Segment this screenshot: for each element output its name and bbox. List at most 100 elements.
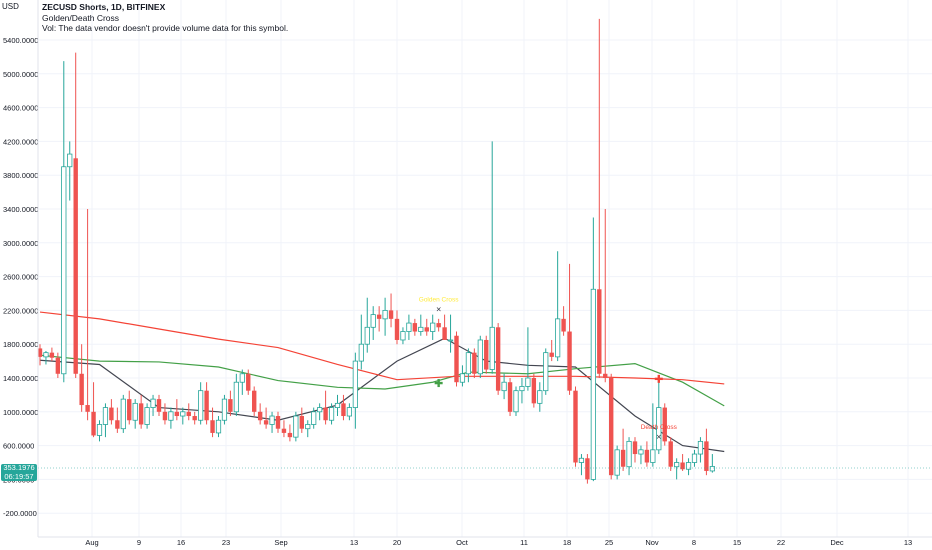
candle [174,399,180,421]
candle [567,263,572,395]
candle-body [685,462,692,470]
candle [537,382,543,412]
candle [603,209,608,383]
candle-body [609,378,614,476]
candle-body [61,166,67,375]
golden-cross-label: Golden Cross [419,297,459,304]
death-cross-label: Death Cross [641,424,678,431]
y-tick-label: 5400.0000 [3,36,38,45]
x-tick-label: Aug [85,538,98,547]
candle [150,394,156,417]
x-tick-label: Dec [830,538,844,547]
candle [585,454,590,484]
candle-body [472,352,477,374]
candle [85,209,90,421]
candle [115,407,120,433]
candle [394,310,400,345]
y-tick-label: 4200.0000 [3,137,38,146]
candle [221,394,228,425]
candle [341,394,346,421]
candle [168,407,174,429]
x-tick-label: 23 [222,538,230,547]
candle [424,318,429,336]
candle-body [67,153,73,168]
candle [299,407,304,433]
bar-countdown: 06:19:57 [4,471,34,481]
y-tick-label: 4600.0000 [3,104,38,113]
candle-body [603,373,608,378]
candle-body [656,407,662,451]
candle-body [525,377,531,387]
candle-body [317,407,323,413]
candle-body [519,386,525,392]
x-tick-label: 22 [777,538,785,547]
symbol-title[interactable]: ZECUSD Shorts, 1D, BITFINEX [42,2,166,12]
candle [346,403,353,421]
candle [49,347,55,362]
candle [638,445,644,465]
candle [662,403,667,446]
candle [472,348,477,378]
y-tick-label: 600.0000 [3,442,34,451]
candle [263,407,269,429]
candle [257,403,263,425]
candle [246,369,251,395]
candle-body [311,411,317,425]
candle [239,369,245,395]
candle-body [620,449,626,467]
y-tick-label: 1400.0000 [3,374,38,383]
candle [382,297,388,336]
y-tick-label: 1800.0000 [3,340,38,349]
candle [489,141,495,374]
candle [447,314,454,353]
candle-body [144,407,150,425]
candle-body [364,326,370,345]
candle-body [495,327,501,391]
candle [79,344,84,412]
candle-body [215,419,222,434]
candle [436,318,441,332]
candle-body [109,407,114,421]
x-axis[interactable]: Aug 9 16 23 Sep 13 20 Oct 11 18 25 Nov 8 15 22 Dec 13 [38,536,932,547]
candle-body [590,288,596,480]
x-tick-label: Sep [274,538,287,547]
candle [454,331,459,387]
candle [311,407,317,429]
candle-body [573,390,578,463]
candle-body [549,352,554,357]
y-axis[interactable]: 5400.0000 5000.0000 4600.0000 4200.0000 3800… [3,0,39,537]
candle [656,378,662,455]
candle-body [537,390,543,404]
candle [620,428,626,471]
candle [406,314,412,340]
candle [120,394,126,433]
indicator-name[interactable]: Golden/Death Cross [42,12,120,23]
candle-body [281,428,287,433]
candle [252,386,257,417]
candle-body [305,424,311,430]
candle [685,458,692,476]
candle-body [626,440,632,468]
candle-body [73,158,78,374]
x-tick-label: 20 [393,538,401,547]
candle [418,314,424,336]
candle-body [477,339,483,375]
candle [709,454,715,473]
candle-body [430,322,436,332]
candle [668,437,673,471]
candle-body [459,373,466,383]
candle-body [120,398,126,430]
candle-body [668,441,673,467]
y-tick-label: 2600.0000 [3,273,38,282]
candle-body [614,449,620,476]
candle-body [150,398,156,408]
candle-body [394,318,400,340]
candle-body [555,318,561,358]
candle-body [233,381,239,413]
candle-body [293,415,299,438]
candle-body [198,390,204,421]
candle [507,378,513,417]
candle [484,335,489,374]
candle-body [418,326,424,332]
